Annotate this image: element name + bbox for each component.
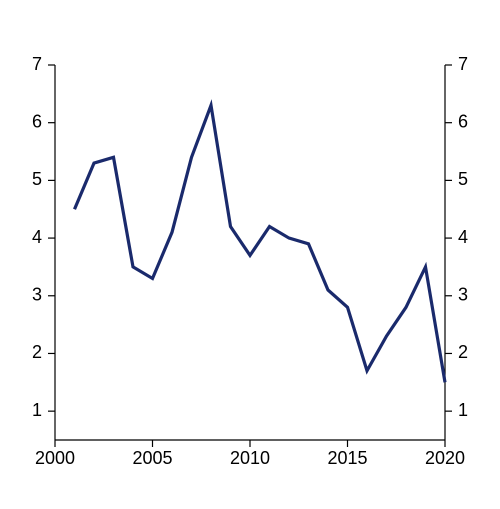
y-tick-label-left: 7 [32, 54, 42, 74]
x-tick-label: 2010 [230, 448, 270, 468]
y-tick-label-right: 7 [458, 54, 468, 74]
y-tick-label-left: 2 [32, 342, 42, 362]
y-tick-label-left: 1 [32, 400, 42, 420]
x-tick-label: 2020 [425, 448, 465, 468]
y-tick-label-left: 4 [32, 227, 42, 247]
y-tick-label-right: 2 [458, 342, 468, 362]
x-tick-label: 2015 [327, 448, 367, 468]
x-tick-label: 2005 [132, 448, 172, 468]
chart-container: Lønnsutvikling 1122334455667720002005201… [0, 0, 500, 509]
y-tick-label-left: 6 [32, 111, 42, 131]
y-tick-label-right: 6 [458, 111, 468, 131]
line-chart: 1 1 2 2 3 3 4 4 5 5 6 6 7 7 2000 2005 2010 2015 2020 [0, 0, 500, 509]
y-tick-label-right: 3 [458, 285, 468, 305]
y-tick-label-right: 5 [458, 169, 468, 189]
y-tick-label-left: 5 [32, 169, 42, 189]
y-tick-label-left: 3 [32, 285, 42, 305]
y-tick-label-right: 4 [458, 227, 468, 247]
y-tick-label-right: 1 [458, 400, 468, 420]
x-tick-label: 2000 [35, 448, 75, 468]
